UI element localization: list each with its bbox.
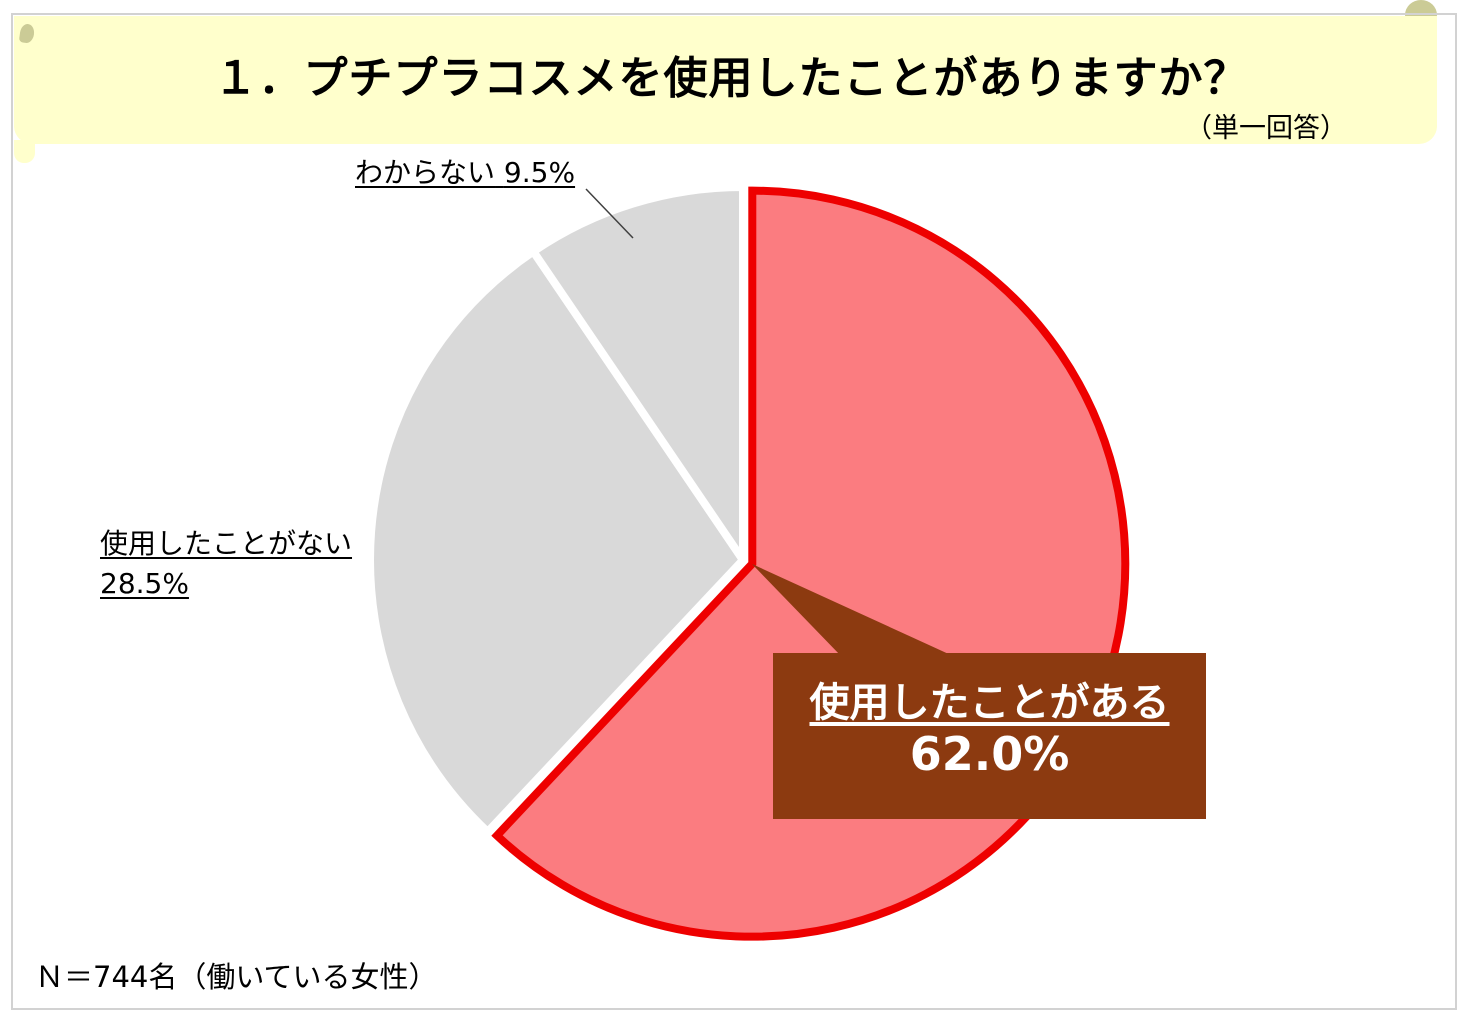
callout-pointer-icon — [752, 564, 953, 656]
label-wakaranai: わからない 9.5% — [355, 153, 575, 193]
pie-slices — [366, 182, 1130, 941]
leader-line — [585, 188, 634, 239]
pie-slice-2 — [527, 182, 747, 574]
page-title: １．プチプラコスメを使用したことがありますか？ — [213, 53, 1249, 104]
label-nai-text: 使用したことがない — [100, 527, 353, 560]
callout-title: 使用したことがある — [809, 680, 1170, 726]
pie-slice-1 — [366, 245, 749, 838]
label-nai: 使用したことがない 28.5% — [100, 524, 352, 604]
title-band — [14, 16, 1437, 144]
slide-frame — [11, 13, 1457, 1010]
label-wakaranai-text: わからない 9.5% — [355, 156, 576, 189]
callout-box: 使用したことがある 62.0% — [773, 653, 1206, 819]
sample-note: Ｎ＝744名（働いている女性） — [35, 960, 438, 994]
callout-value: 62.0% — [909, 727, 1070, 781]
answer-type-label: （単一回答） — [1185, 113, 1347, 144]
title-band-tab — [14, 140, 35, 163]
label-nai-value: 28.5% — [100, 567, 189, 600]
